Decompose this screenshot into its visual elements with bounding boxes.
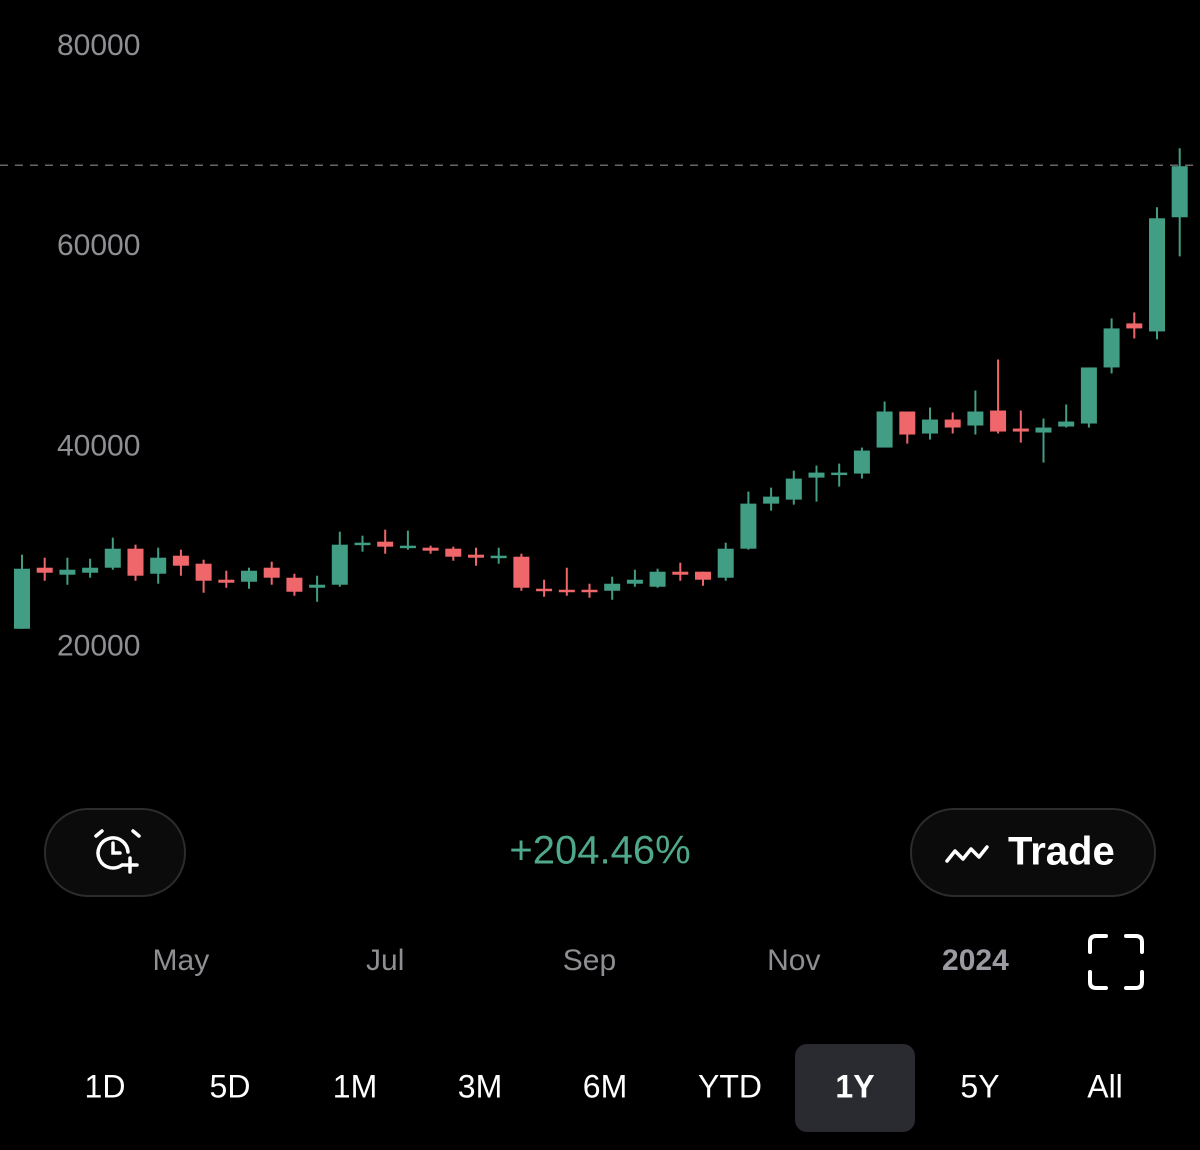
candle-body [967,411,984,426]
period-button[interactable]: 1M [333,1068,377,1104]
candle-body [853,450,870,474]
candle-body [922,419,938,434]
candle-body [536,588,553,592]
trade-icon [945,845,989,863]
candle-body [785,478,802,500]
candle-body [150,557,167,574]
candle-body [1058,421,1075,427]
candle-body [1035,427,1052,433]
candle-body [672,571,689,575]
candle-body [263,567,280,578]
candle-body [104,548,121,568]
candle-body [286,577,303,592]
candle-body [490,555,507,559]
candle-body [944,419,961,428]
period-selected-bg[interactable] [795,1044,915,1132]
trade-button[interactable] [910,808,1156,897]
candle-body [422,547,439,551]
period-button[interactable]: All [1087,1068,1123,1104]
candle-body [331,544,348,585]
candle-body [740,503,757,549]
candle-body [218,579,235,583]
candle-body [1103,328,1120,368]
candle-body [36,567,53,573]
period-button[interactable]: 1Y [835,1068,874,1104]
period-button[interactable]: 3M [458,1068,502,1104]
candle-body [876,411,893,448]
candle-body [763,496,780,504]
candle-body [1012,428,1029,432]
candle-body [399,545,416,549]
y-tick-label: 60000 [57,229,140,262]
candle-body [513,556,530,588]
trade-label: Trade [1008,830,1115,874]
candle-body [82,567,99,573]
change-percent: +204.46% [509,829,690,873]
period-button[interactable]: 6M [583,1068,627,1104]
candle-body [241,570,257,582]
candle-body [172,555,189,566]
period-button[interactable]: YTD [698,1068,762,1104]
candle-body [604,583,621,591]
x-tick-label: Sep [563,944,616,977]
candle-body [581,589,598,593]
candle-body [1171,166,1188,218]
candle-body [468,554,484,558]
candle-body [195,563,212,581]
period-button[interactable]: 1D [85,1068,126,1104]
candle-body [445,548,462,557]
candle-body [831,472,848,476]
fullscreen-button[interactable] [1088,934,1144,990]
candle-body [695,571,711,580]
candle-body [626,579,643,584]
period-button[interactable]: 5D [210,1068,251,1104]
candle-body [1149,218,1165,332]
y-tick-label: 20000 [57,630,140,663]
candle-body [1126,323,1143,329]
period-bar: 1D 5D 1M 3M 6M YTD 1Y 5Y All [85,1044,1123,1132]
candle-body [309,584,326,588]
candle-body [558,589,575,593]
y-tick-label: 40000 [57,429,140,462]
candle-body [808,472,825,478]
x-tick-label: Jul [366,944,404,977]
candle-body [990,410,1007,432]
alert-icon [94,829,141,874]
candle-body [377,541,394,547]
candle-body [127,548,144,576]
candle-body [1080,367,1097,424]
candle-body [649,571,666,587]
candle-body [59,569,76,575]
y-tick-label: 80000 [57,29,140,62]
period-button[interactable]: 5Y [960,1068,999,1104]
x-tick-label: Nov [767,944,820,977]
candle-body [14,568,30,629]
x-tick-label: 2024 [942,944,1009,977]
x-tick-label: May [153,944,210,977]
candle-body [899,411,916,435]
chart: 20000 40000 60000 80000 May Jul Sep Nov 2024 [0,29,1200,977]
candle-body [717,548,734,578]
candle-body [354,542,371,546]
